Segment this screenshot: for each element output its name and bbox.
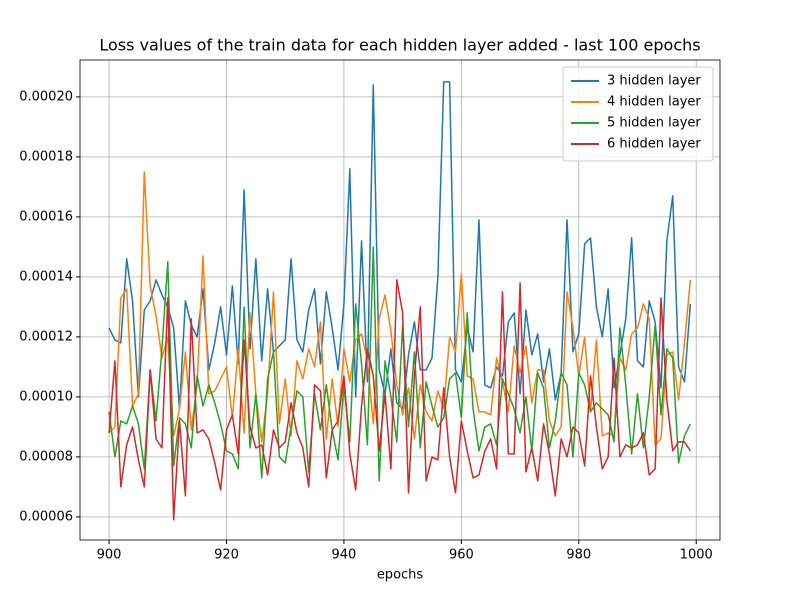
x-tick-label: 920 — [214, 548, 239, 563]
legend-box — [562, 66, 714, 162]
x-tick-label: 1000 — [680, 548, 713, 563]
legend: 3 hidden layer 4 hidden layer 5 hidden lay… — [562, 66, 714, 162]
y-tick-label: 0.00008 — [19, 449, 73, 464]
y-tick-label: 0.00006 — [19, 509, 73, 524]
x-tick-label: 940 — [332, 548, 357, 563]
x-tick-label: 900 — [97, 548, 122, 563]
line-series — [108, 279, 691, 521]
legend-label: 5 hidden layer — [607, 116, 701, 131]
y-tick-label: 0.00018 — [19, 149, 73, 164]
y-tick-label: 0.00010 — [19, 389, 73, 404]
y-tick-label: 0.00012 — [19, 329, 73, 344]
x-tick-label: 960 — [449, 548, 474, 563]
line-series — [108, 171, 692, 446]
y-tick-label: 0.00014 — [19, 269, 73, 284]
legend-label: 6 hidden layer — [607, 137, 701, 152]
x-tick-label: 980 — [566, 548, 591, 563]
legend-label: 3 hidden layer — [607, 74, 701, 89]
line-series — [108, 246, 692, 482]
legend-label: 4 hidden layer — [607, 95, 701, 110]
y-tick-label: 0.00016 — [19, 209, 73, 224]
plot-frame — [79, 59, 721, 541]
y-tick-label: 0.00020 — [19, 89, 73, 104]
x-axis-label: epochs — [377, 568, 424, 583]
chart-title: Loss values of the train data for each h… — [99, 36, 700, 55]
